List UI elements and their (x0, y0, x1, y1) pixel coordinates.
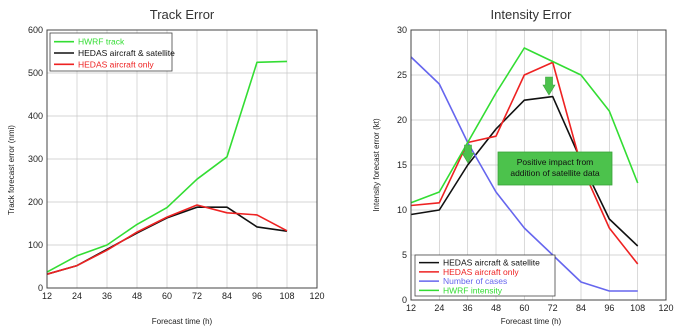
intensity-xtick-48: 48 (491, 303, 501, 313)
intensity-legend-label-1: HEDAS aircraft only (443, 267, 519, 277)
track-ytick-600: 600 (28, 25, 43, 35)
intensity-xtick-36: 36 (463, 303, 473, 313)
annotation-box (497, 151, 613, 186)
track-ytick-0: 0 (38, 283, 43, 293)
intensity-xtick-60: 60 (519, 303, 529, 313)
intensity-ytick-25: 25 (397, 70, 407, 80)
track-plot-frame (46, 29, 318, 289)
track-xtick-96: 96 (252, 291, 262, 301)
annotation-text-line-0: Positive impact from (517, 157, 594, 167)
track-ytick-200: 200 (28, 197, 43, 207)
intensity-legend-label-2: Number of cases (443, 276, 507, 286)
track-xtick-24: 24 (72, 291, 82, 301)
intensity-legend-label-3: HWRF intensity (443, 285, 503, 295)
track-ytick-300: 300 (28, 154, 43, 164)
intensity-series-line-0 (410, 95, 639, 247)
track-xtick-84: 84 (222, 291, 232, 301)
annotation-arrow-icon-right (542, 76, 556, 96)
intensity-xlabel: Forecast time (h) (501, 317, 562, 326)
intensity-xtick-84: 84 (576, 303, 586, 313)
intensity-xtick-108: 108 (630, 303, 645, 313)
track-legend-label-2: HEDAS aircraft only (78, 59, 154, 69)
track-xtick-60: 60 (162, 291, 172, 301)
track-xtick-72: 72 (192, 291, 202, 301)
intensity-plot-frame (410, 29, 667, 301)
intensity-ytick-15: 15 (397, 160, 407, 170)
track-xlabel: Forecast time (h) (152, 317, 213, 326)
track-legend-label-1: HEDAS aircraft & satellite (78, 48, 175, 58)
track-chart-title: Track Error (150, 7, 215, 22)
track-ytick-100: 100 (28, 240, 43, 250)
track-series-line-0 (46, 60, 288, 273)
annotation-arrow-icon-left (461, 144, 475, 164)
intensity-ylabel: Intensity forecast error (kt) (372, 118, 381, 212)
track-ylabel: Track forecast error (nmi) (7, 125, 16, 215)
intensity-ytick-30: 30 (397, 25, 407, 35)
intensity-xtick-96: 96 (604, 303, 614, 313)
annotation-text-line-1: addition of satellite data (510, 168, 600, 178)
track-xtick-120: 120 (309, 291, 324, 301)
intensity-series-line-3 (410, 47, 639, 204)
intensity-ytick-5: 5 (402, 250, 407, 260)
track-xtick-108: 108 (279, 291, 294, 301)
intensity-chart-title: Intensity Error (491, 7, 573, 22)
track-ytick-400: 400 (28, 111, 43, 121)
track-legend-label-0: HWRF track (78, 37, 125, 47)
intensity-xtick-120: 120 (658, 303, 673, 313)
track-xtick-48: 48 (132, 291, 142, 301)
intensity-series-line-2 (410, 56, 638, 292)
track-xtick-36: 36 (102, 291, 112, 301)
intensity-ytick-20: 20 (397, 115, 407, 125)
track-series-line-2 (46, 204, 288, 275)
intensity-ytick-0: 0 (402, 295, 407, 305)
track-ytick-500: 500 (28, 68, 43, 78)
intensity-xtick-12: 12 (406, 303, 416, 313)
intensity-series-line-1 (410, 61, 639, 265)
track-xtick-12: 12 (42, 291, 52, 301)
intensity-xtick-24: 24 (434, 303, 444, 313)
intensity-legend-label-0: HEDAS aircraft & satellite (443, 258, 540, 268)
intensity-ytick-10: 10 (397, 205, 407, 215)
intensity-xtick-72: 72 (548, 303, 558, 313)
